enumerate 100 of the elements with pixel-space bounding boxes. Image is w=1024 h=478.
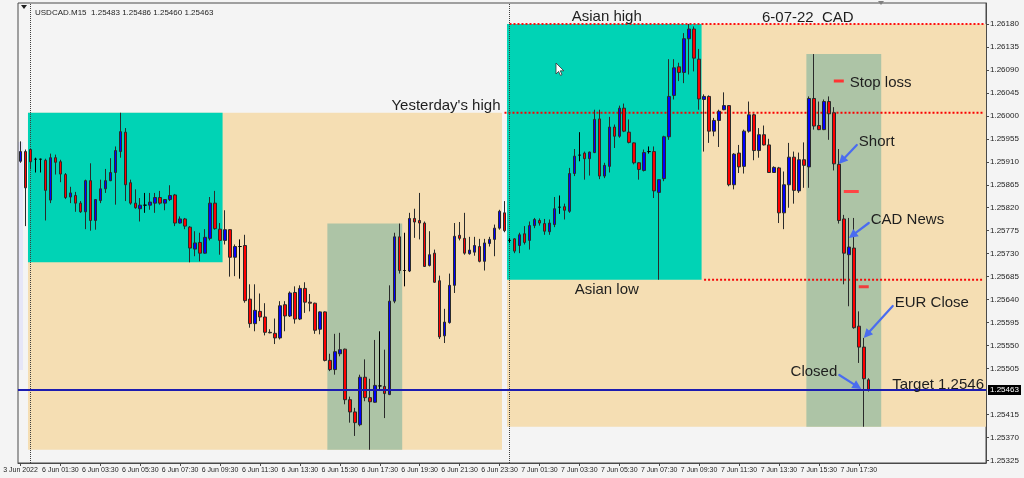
candlestick [24,149,27,227]
candlestick [238,238,242,280]
candlestick [124,127,127,202]
candlestick [89,162,92,232]
candlestick [493,224,496,257]
candlestick [403,232,406,287]
candlestick [448,273,451,325]
candlestick [104,168,107,194]
y-tick-label: 1.25325 [990,455,1020,465]
annotation: EUR Close [894,292,969,310]
candlestick [94,198,97,231]
candlestick [488,236,491,248]
candlestick [593,109,596,154]
candlestick [528,221,531,251]
y-tick-label: 1.26180 [990,19,1020,29]
annotation: CAD News [870,209,945,227]
candlestick [463,212,466,256]
candlestick [553,196,556,228]
y-tick-label: 1.25505 [990,364,1020,374]
candlestick [69,186,72,204]
candlestick [613,124,616,149]
candlestick [573,148,576,177]
y-tick-label: 1.25865 [990,180,1020,190]
candlestick [473,236,476,257]
candlestick [428,230,431,267]
candlestick [393,232,396,304]
chart-title: 6-07-22 CAD [762,8,854,25]
candlestick [523,225,526,245]
candlestick [438,275,441,340]
y-tick-label: 1.25820 [990,203,1020,213]
candlestick [19,140,22,164]
y-tick-label: 1.25910 [990,157,1020,167]
candlestick [498,209,501,231]
candlestick [458,221,461,241]
candlestick [583,151,586,181]
candlestick [109,157,112,182]
annotation: Asian high [571,7,642,25]
candlestick [558,194,561,215]
candlestick [503,200,506,233]
candlestick [478,238,481,263]
candlestick [443,308,446,344]
candlestick [483,238,486,272]
candlestick [74,191,77,213]
candlestick [34,157,37,173]
candlestick [413,208,416,239]
y-tick-label: 1.26090 [990,65,1020,75]
candlestick [29,148,32,170]
y-tick-label: 1.26045 [990,88,1020,98]
y-tick-label: 1.25415 [990,410,1020,419]
candlestick [54,154,57,176]
candlestick [603,162,606,179]
annotation: Target 1.2546 [892,374,984,392]
candlestick [59,159,62,183]
candlestick [588,151,591,177]
candlestick [568,167,571,214]
candlestick [433,249,436,284]
y-tick-label: 1.26000 [990,111,1020,121]
candlestick [119,112,122,159]
annotation: Yesterday's high [391,96,501,114]
y-tick-label: 1.25730 [990,249,1020,259]
y-tick-label: 1.25775 [990,226,1020,236]
candlestick [578,131,581,162]
candlestick [533,217,536,229]
candlestick [453,222,456,294]
y-tick-label: 1.25550 [990,341,1020,351]
y-tick-label: 1.25640 [990,295,1020,305]
candlestick [608,116,611,173]
candlestick [468,236,471,256]
candlestick [548,218,551,236]
candlestick [418,192,421,240]
candlestick [49,153,52,204]
candlestick [114,145,117,206]
candlestick [423,221,426,268]
candlestick [99,179,102,204]
candlestick [64,172,67,200]
candlestick [398,223,401,275]
annotation: Asian low [574,280,640,298]
candlestick [84,179,87,230]
candlestick [388,284,391,396]
series-label: Stop loss [849,72,912,90]
candlestick [563,203,566,220]
candlestick [383,349,386,419]
y-tick-label: 1.25955 [990,134,1020,144]
candlestick [538,217,541,227]
annotation: Short [858,131,896,149]
y-tick-label: 1.25685 [990,272,1020,282]
annotation: Closed [790,361,838,379]
candlestick [408,212,411,273]
y-tick-label: 1.26135 [990,42,1020,52]
candlestick [518,232,521,254]
y-tick-label: 1.25370 [990,432,1020,442]
candlestick [543,218,546,236]
text: USDCAD.M15 1.25483 1.25486 1.25460 1.25463 [35,7,214,17]
candlestick [378,330,382,390]
candlestick [129,179,132,206]
candlestick [513,237,516,254]
ref-line-label: 1.25463 [988,384,1021,395]
candlestick [143,192,147,214]
candlestick [44,158,47,221]
y-tick-label: 1.25595 [990,318,1020,328]
